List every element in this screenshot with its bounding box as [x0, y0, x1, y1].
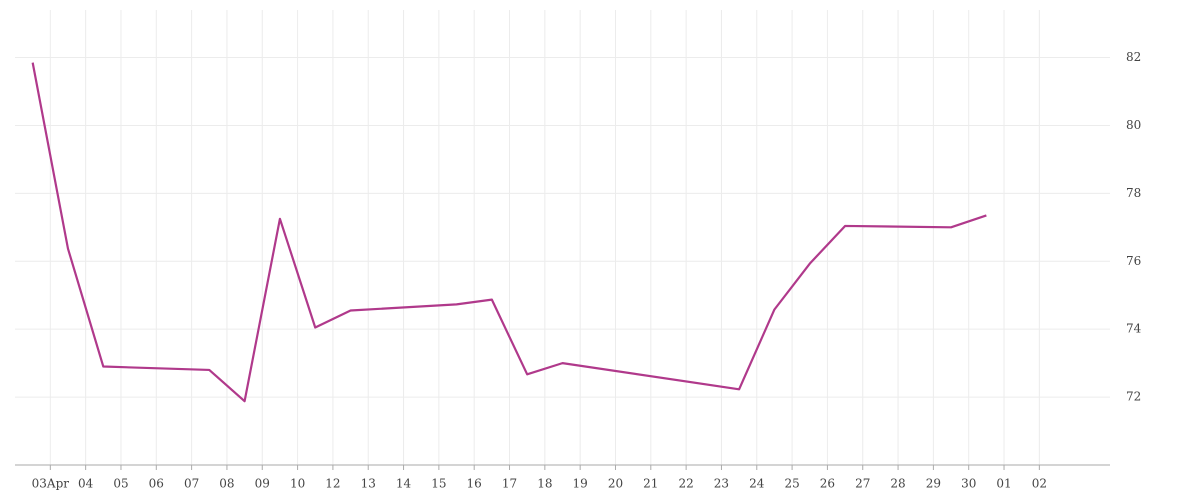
x-tick-label: 19 — [573, 477, 588, 491]
x-tick-label: 18 — [537, 477, 552, 491]
x-tick-label: 02 — [1032, 477, 1047, 491]
x-tick-label: 26 — [820, 477, 835, 491]
x-tick-label: 08 — [219, 477, 234, 491]
y-tick-label: 78 — [1126, 186, 1141, 200]
y-tick-label: 80 — [1126, 118, 1141, 132]
x-tick-label: 07 — [184, 477, 199, 491]
y-tick-label: 74 — [1126, 322, 1142, 336]
x-tick-label: 01 — [996, 477, 1011, 491]
y-tick-label: 72 — [1126, 390, 1141, 404]
y-tick-label: 76 — [1126, 254, 1141, 268]
x-tick-label: 12 — [325, 477, 340, 491]
x-tick-label: 20 — [608, 477, 623, 491]
x-tick-label: 15 — [431, 477, 446, 491]
x-tick-label: 09 — [255, 477, 270, 491]
x-tick-label: 21 — [643, 477, 658, 491]
x-tick-label: 24 — [749, 477, 765, 491]
x-tick-label: 14 — [396, 477, 412, 491]
x-tick-label: 23 — [714, 477, 729, 491]
x-tick-label: 16 — [467, 477, 482, 491]
x-tick-label: 30 — [961, 477, 976, 491]
x-tick-label: 27 — [855, 477, 870, 491]
x-tick-label: 13 — [361, 477, 376, 491]
x-tick-label: 29 — [926, 477, 941, 491]
x-tick-label: 04 — [78, 477, 94, 491]
x-tick-label: 28 — [890, 477, 905, 491]
x-tick-label: 10 — [290, 477, 305, 491]
x-tick-label: 03Apr — [32, 477, 70, 491]
x-tick-label: 06 — [149, 477, 164, 491]
line-series — [31, 62, 987, 403]
x-tick-label: 25 — [784, 477, 799, 491]
x-tick-label: 05 — [113, 477, 128, 491]
y-tick-label: 82 — [1126, 50, 1141, 64]
x-tick-label: 22 — [678, 477, 693, 491]
x-tick-label: 17 — [502, 477, 517, 491]
